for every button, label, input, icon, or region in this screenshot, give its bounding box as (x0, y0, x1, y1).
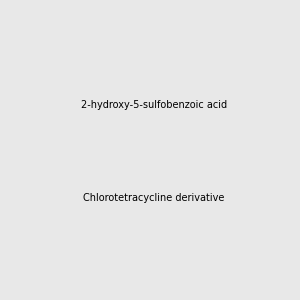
Text: Chlorotetracycline derivative: Chlorotetracycline derivative (83, 193, 224, 203)
Text: 2-hydroxy-5-sulfobenzoic acid: 2-hydroxy-5-sulfobenzoic acid (81, 100, 227, 110)
